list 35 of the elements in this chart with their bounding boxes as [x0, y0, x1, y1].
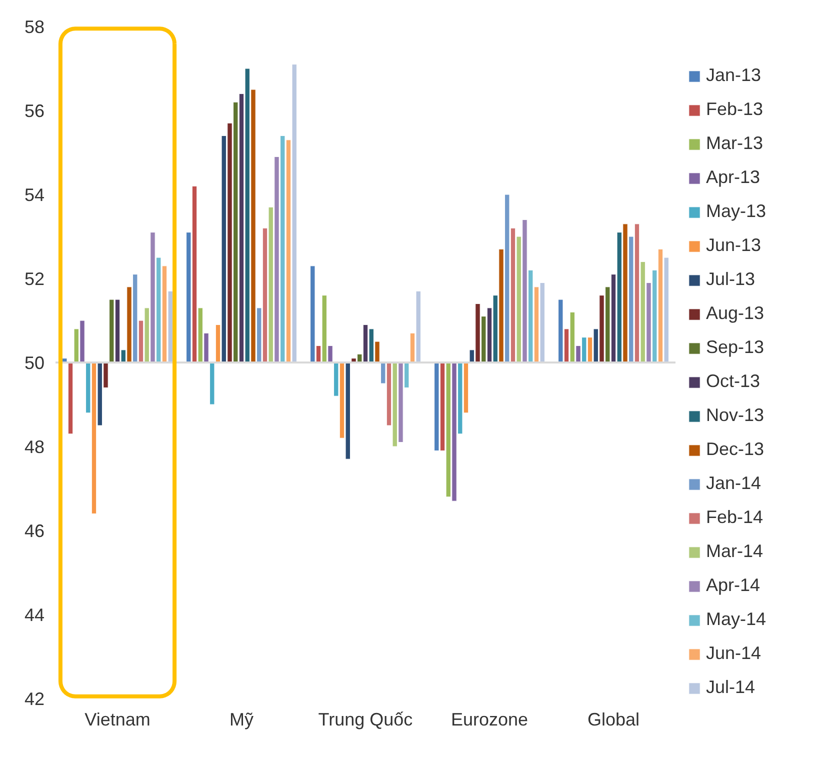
y-tick-label: 52: [24, 269, 45, 289]
y-tick-label: 46: [24, 521, 45, 541]
legend-label: Apr-14: [706, 575, 760, 596]
legend-label: Jul-13: [706, 269, 756, 290]
legend-label: Jul-14: [706, 677, 756, 698]
bar: [210, 362, 215, 405]
x-tick-label: Trung Quốc: [318, 710, 413, 730]
legend-label: Apr-13: [706, 167, 760, 188]
legend-label: Mar-13: [706, 133, 764, 154]
bar: [68, 362, 74, 434]
legend-label: Mar-14: [706, 541, 764, 562]
x-tick-label: Global: [587, 710, 640, 730]
legend-label: Feb-13: [706, 99, 764, 120]
y-tick-label: 48: [24, 437, 45, 457]
legend-label: Aug-13: [706, 303, 764, 324]
y-tick-label: 44: [24, 605, 45, 625]
x-tick-label: Eurozone: [450, 710, 528, 730]
legend-label: Jan-13: [706, 65, 762, 86]
legend-label: Oct-13: [706, 371, 760, 392]
y-tick-label: 54: [24, 185, 45, 205]
legend-label: Jun-13: [706, 235, 762, 256]
y-tick-label: 58: [24, 17, 45, 37]
legend-label: Jan-14: [706, 473, 762, 494]
y-tick-label: 50: [24, 353, 45, 373]
legend-label: Sep-13: [706, 337, 764, 358]
x-tick-label: Vietnam: [84, 710, 150, 730]
legend-label: Nov-13: [706, 405, 764, 426]
legend-label: Dec-13: [706, 439, 764, 460]
y-tick-label: 42: [24, 689, 45, 709]
legend-label: May-14: [706, 609, 766, 630]
x-tick-label: Mỹ: [230, 710, 254, 730]
y-tick-label: 56: [24, 101, 45, 121]
legend-label: May-13: [706, 201, 766, 222]
legend-label: Jun-14: [706, 643, 762, 664]
legend-label: Feb-14: [706, 507, 764, 528]
